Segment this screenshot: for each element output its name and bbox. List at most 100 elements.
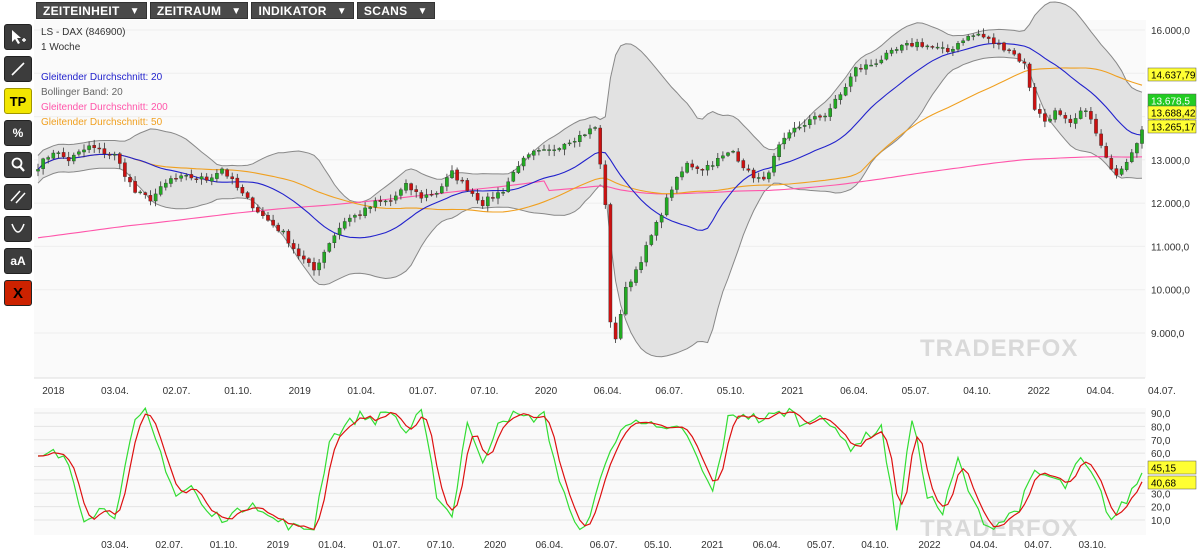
candle-body — [1078, 110, 1083, 119]
candle-body — [940, 47, 945, 49]
candle-body — [680, 171, 684, 178]
price-tick-label: 16.000,0 — [1151, 26, 1190, 37]
candle-body — [705, 164, 710, 171]
oscillator-time-tick-label: 03.10. — [1078, 540, 1106, 551]
line-tool[interactable] — [4, 56, 32, 82]
candle-body — [1094, 118, 1098, 134]
candle-body — [716, 157, 720, 167]
candle-body — [230, 176, 235, 179]
candle-body — [777, 144, 781, 157]
candle-body — [721, 155, 725, 159]
candle-body — [864, 64, 868, 70]
candle-body — [388, 200, 393, 202]
candle-body — [1022, 61, 1027, 64]
candle-body — [618, 314, 623, 339]
candle-body — [486, 196, 490, 207]
candle-body — [61, 152, 66, 157]
candle-body — [501, 192, 505, 194]
candle-body — [700, 168, 705, 171]
menu-zeiteinheit[interactable]: ZEITEINHEIT ▼ — [36, 2, 147, 19]
candle-body — [966, 36, 970, 41]
candle-body — [77, 151, 81, 155]
stochastic-k-value-tag: 45,15 — [1147, 460, 1197, 475]
percent-tool[interactable]: % — [4, 120, 32, 146]
candle-body — [782, 137, 786, 145]
time-tick-label: 2018 — [42, 386, 65, 397]
watermark-logo-oscillator: TRADERFOX — [920, 515, 1078, 542]
candle-body — [813, 116, 817, 120]
candle-body — [603, 164, 608, 205]
price-tick-label: 10.000,0 — [1151, 286, 1190, 297]
candle-body — [1104, 146, 1108, 158]
oscillator-time-tick-label: 06.04. — [535, 540, 563, 551]
candle-body — [36, 169, 40, 172]
candle-body — [189, 174, 194, 179]
legend-ma200: Gleitender Durchschnitt: 200 — [41, 102, 168, 113]
candle-body — [327, 243, 332, 252]
menu-scans[interactable]: SCANS ▼ — [356, 2, 435, 19]
candle-body — [322, 251, 327, 263]
candle-body — [562, 143, 567, 150]
candle-body — [920, 42, 924, 47]
parallel-lines-icon — [10, 190, 26, 204]
menu-indikator[interactable]: INDIKATOR ▼ — [251, 2, 354, 19]
arc-tool[interactable] — [4, 216, 32, 242]
moving-average-20-value-tag-label: 13.688,42 — [1151, 109, 1196, 120]
candle-body — [342, 221, 347, 229]
candle-body — [440, 186, 444, 194]
delete-tool[interactable]: X — [4, 280, 32, 306]
oscillator-time-tick-label: 2019 — [267, 540, 290, 551]
time-tick-label: 05.07. — [902, 386, 930, 397]
candle-body — [163, 182, 168, 188]
candle-body — [1124, 161, 1129, 170]
candle-body — [291, 243, 296, 249]
candle-body — [833, 98, 838, 109]
candle-body — [302, 255, 306, 260]
oscillator-time-tick-label: 05.07. — [807, 540, 835, 551]
moving-average-50-value-tag-box — [1147, 119, 1197, 134]
candle-body — [97, 147, 102, 150]
candle-body — [690, 163, 694, 168]
candle-body — [1135, 143, 1139, 154]
stochastic-k-value-tag-box — [1147, 460, 1197, 475]
candle-body — [532, 150, 536, 156]
candle-body — [710, 165, 715, 167]
pointer-tool[interactable] — [4, 24, 32, 50]
bollinger-upper-value-tag-label: 14.637,79 — [1151, 71, 1196, 82]
candle-body — [889, 49, 894, 54]
oscillator-tick-label: 20,0 — [1151, 503, 1171, 514]
candle-body — [572, 140, 577, 143]
candle-body — [588, 128, 592, 135]
oscillator-tick-label: 90,0 — [1151, 409, 1171, 420]
candle-body — [639, 262, 643, 270]
oscillator-time-tick-label: 2020 — [484, 540, 507, 551]
text-tool[interactable]: aA — [4, 248, 32, 274]
candle-body — [153, 193, 158, 202]
time-tick-label: 06.04. — [840, 386, 868, 397]
candle-body — [1053, 110, 1057, 120]
candle-body — [685, 162, 689, 173]
candle-body — [409, 183, 413, 191]
candle-body — [767, 172, 771, 180]
stochastic-d-value-tag-box — [1147, 475, 1197, 490]
candle-body — [976, 33, 981, 36]
candle-body — [884, 52, 889, 60]
oscillator-time-tick-label: 05.10. — [644, 540, 672, 551]
candle-body — [460, 179, 465, 182]
candle-body — [383, 200, 388, 203]
candle-body — [56, 152, 61, 154]
menu-zeitraum[interactable]: ZEITRAUM ▼ — [149, 2, 249, 19]
candle-body — [971, 35, 976, 37]
oscillator-tick-label: 30,0 — [1151, 489, 1171, 500]
candle-body — [424, 194, 429, 198]
chart-title: LS - DAX (846900) — [41, 27, 126, 38]
candle-body — [792, 127, 797, 133]
tp-tool[interactable]: TP — [4, 88, 32, 114]
legend-ma50: Gleitender Durchschnitt: 50 — [41, 117, 163, 128]
candle-body — [51, 152, 56, 159]
zoom-tool[interactable] — [4, 152, 32, 178]
moving-average-50-value-tag-label: 13.265,17 — [1151, 123, 1196, 134]
channel-tool[interactable] — [4, 184, 32, 210]
candle-body — [358, 214, 362, 216]
